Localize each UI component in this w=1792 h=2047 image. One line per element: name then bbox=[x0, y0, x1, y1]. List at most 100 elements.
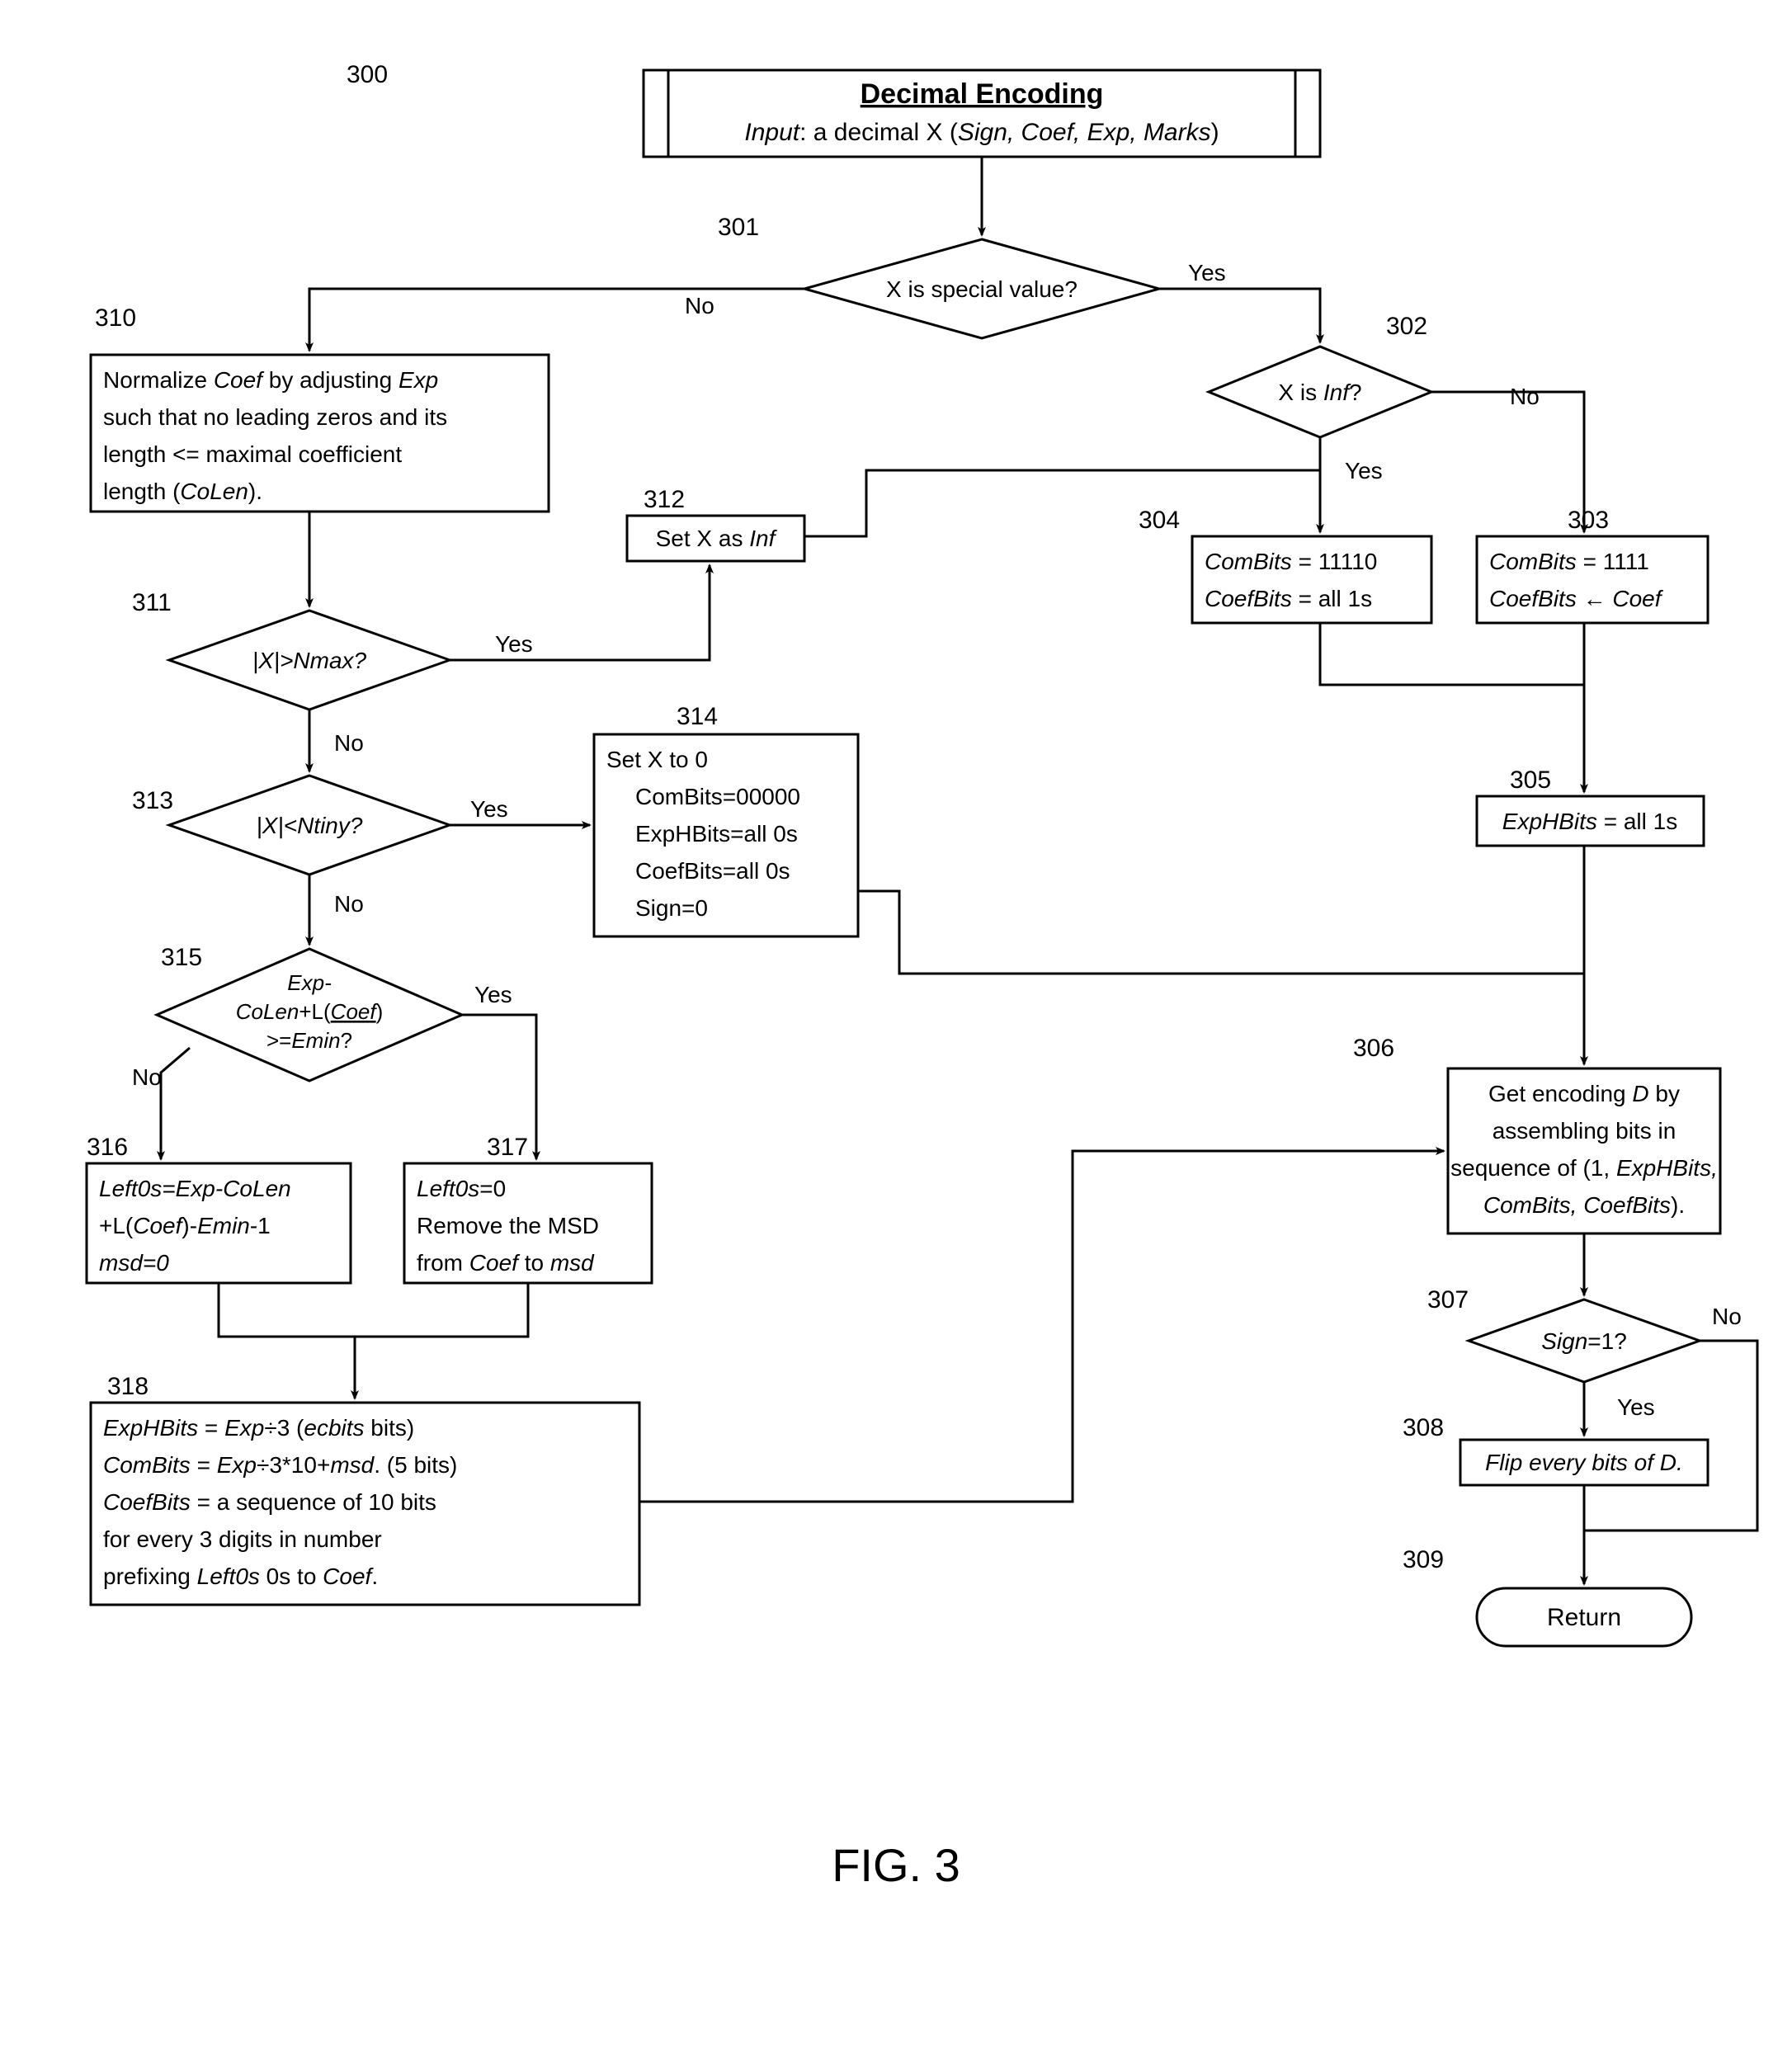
n317-l1: Left0s=0 bbox=[417, 1176, 506, 1201]
ref-314: 314 bbox=[677, 703, 718, 730]
ref-315: 315 bbox=[161, 944, 202, 971]
edge-315-316 bbox=[161, 1048, 190, 1159]
ref-312: 312 bbox=[644, 486, 685, 513]
n304-l1: ComBits = 11110 bbox=[1205, 549, 1377, 574]
lbl-302-yes: Yes bbox=[1345, 458, 1383, 483]
n300-input: Input: a decimal X (Sign, Coef, Exp, Mar… bbox=[744, 119, 1219, 146]
lbl-311-no: No bbox=[334, 730, 364, 756]
n316-l2: +L(Coef)-Emin-1 bbox=[99, 1213, 271, 1238]
n301-text: X is special value? bbox=[886, 276, 1078, 302]
flowchart-svg: Decimal Encoding Input: a decimal X (Sig… bbox=[0, 0, 1792, 2047]
ref-306: 306 bbox=[1353, 1035, 1394, 1062]
ref-304: 304 bbox=[1139, 507, 1180, 534]
node-301-decision: X is special value? bbox=[804, 239, 1159, 338]
n314-l2: ComBits=00000 bbox=[635, 784, 800, 809]
n315-l1: Exp- bbox=[287, 970, 332, 995]
edge-311-312 bbox=[450, 565, 710, 660]
n309-text: Return bbox=[1547, 1604, 1621, 1631]
ref-317: 317 bbox=[487, 1134, 528, 1161]
node-310-process: Normalize Coef by adjusting Exp such tha… bbox=[91, 355, 549, 512]
lbl-302-no: No bbox=[1510, 384, 1540, 409]
n300-title: Decimal Encoding bbox=[861, 78, 1104, 110]
node-315-decision: Exp- CoLen+L(Coef) >=Emin? bbox=[157, 949, 462, 1081]
ref-308: 308 bbox=[1403, 1414, 1444, 1441]
n307-text: Sign=1? bbox=[1541, 1328, 1627, 1354]
lbl-307-no: No bbox=[1712, 1304, 1742, 1329]
n310-l3: length <= maximal coefficient bbox=[103, 441, 402, 467]
lbl-301-no: No bbox=[685, 293, 714, 318]
n316-l1: Left0s=Exp-CoLen bbox=[99, 1176, 291, 1201]
n314-l4: CoefBits=all 0s bbox=[635, 858, 790, 884]
node-300-title: Decimal Encoding Input: a decimal X (Sig… bbox=[644, 70, 1320, 157]
n318-l1: ExpHBits = Exp÷3 (ecbits bits) bbox=[103, 1415, 414, 1441]
n302-text: X is Inf? bbox=[1278, 380, 1361, 405]
n315-l3: >=Emin? bbox=[266, 1028, 352, 1053]
node-308-process: Flip every bits of D. bbox=[1460, 1440, 1708, 1485]
ref-301: 301 bbox=[718, 214, 759, 241]
ref-305: 305 bbox=[1510, 766, 1551, 794]
ref-300: 300 bbox=[347, 61, 388, 88]
lbl-315-no: No bbox=[132, 1064, 162, 1090]
n303-l2: CoefBits ← Coef bbox=[1489, 586, 1664, 611]
n310-l1: Normalize Coef by adjusting Exp bbox=[103, 367, 438, 393]
ref-313: 313 bbox=[132, 787, 173, 814]
lbl-313-yes: Yes bbox=[470, 796, 508, 822]
ref-310: 310 bbox=[95, 304, 136, 332]
n306-l3: sequence of (1, ExpHBits, bbox=[1450, 1155, 1718, 1181]
n314-l1: Set X to 0 bbox=[606, 747, 708, 772]
node-306-process: Get encoding D by assembling bits in seq… bbox=[1448, 1068, 1720, 1233]
n317-l2: Remove the MSD bbox=[417, 1213, 599, 1238]
n308-text: Flip every bits of D. bbox=[1485, 1450, 1683, 1475]
node-312-process: Set X as Inf bbox=[627, 516, 804, 561]
node-309-terminator: Return bbox=[1477, 1588, 1691, 1646]
node-304-process: ComBits = 11110 CoefBits = all 1s bbox=[1192, 536, 1431, 623]
n318-l4: for every 3 digits in number bbox=[103, 1526, 382, 1552]
edge-301-302 bbox=[1159, 289, 1320, 342]
n314-l3: ExpHBits=all 0s bbox=[635, 821, 798, 847]
ref-303: 303 bbox=[1568, 507, 1609, 534]
edge-316-join bbox=[219, 1283, 355, 1337]
n313-text: |X|<Ntiny? bbox=[257, 813, 363, 838]
n314-l5: Sign=0 bbox=[635, 895, 708, 921]
node-305-process: ExpHBits = all 1s bbox=[1477, 796, 1704, 846]
edge-314-306 bbox=[858, 891, 1584, 974]
edge-318-306 bbox=[639, 1151, 1444, 1502]
ref-309: 309 bbox=[1403, 1546, 1444, 1573]
edge-301-310 bbox=[309, 289, 804, 351]
node-307-decision: Sign=1? bbox=[1469, 1299, 1700, 1382]
n318-l3: CoefBits = a sequence of 10 bits bbox=[103, 1489, 436, 1515]
n306-l2: assembling bits in bbox=[1493, 1118, 1676, 1144]
n305-text: ExpHBits = all 1s bbox=[1502, 809, 1677, 834]
n310-l4: length (CoLen). bbox=[103, 479, 262, 504]
lbl-313-no: No bbox=[334, 891, 364, 917]
ref-318: 318 bbox=[107, 1373, 149, 1400]
lbl-307-yes: Yes bbox=[1617, 1394, 1655, 1420]
node-316-process: Left0s=Exp-CoLen +L(Coef)-Emin-1 msd=0 bbox=[87, 1163, 351, 1283]
ref-316: 316 bbox=[87, 1134, 128, 1161]
n304-l2: CoefBits = all 1s bbox=[1205, 586, 1372, 611]
n318-l5: prefixing Left0s 0s to Coef. bbox=[103, 1564, 378, 1589]
lbl-311-yes: Yes bbox=[495, 631, 533, 657]
node-302-decision: X is Inf? bbox=[1209, 347, 1431, 437]
node-303-process: ComBits = 1111 CoefBits ← Coef bbox=[1477, 536, 1708, 623]
n316-l3: msd=0 bbox=[99, 1250, 169, 1276]
node-314-process: Set X to 0 ComBits=00000 ExpHBits=all 0s… bbox=[594, 734, 858, 936]
edge-304-join bbox=[1320, 623, 1584, 685]
n306-l1: Get encoding D by bbox=[1488, 1081, 1680, 1106]
n312-text: Set X as Inf bbox=[656, 526, 778, 551]
ref-307: 307 bbox=[1427, 1286, 1469, 1314]
n315-l2: CoLen+L(Coef) bbox=[236, 999, 384, 1024]
edge-317-318 bbox=[355, 1283, 528, 1398]
lbl-301-yes: Yes bbox=[1188, 260, 1226, 285]
n317-l3: from Coef to msd bbox=[417, 1250, 595, 1276]
node-311-decision: |X|>Nmax? bbox=[169, 611, 450, 710]
ref-302: 302 bbox=[1386, 313, 1427, 340]
lbl-315-yes: Yes bbox=[474, 982, 512, 1007]
node-313-decision: |X|<Ntiny? bbox=[169, 776, 450, 875]
n318-l2: ComBits = Exp÷3*10+msd. (5 bits) bbox=[103, 1452, 457, 1478]
figure-caption: FIG. 3 bbox=[832, 1839, 960, 1891]
n306-l4: ComBits, CoefBits). bbox=[1483, 1192, 1685, 1218]
node-318-process: ExpHBits = Exp÷3 (ecbits bits) ComBits =… bbox=[91, 1403, 639, 1605]
edge-312-304 bbox=[804, 470, 1320, 536]
edge-302-303 bbox=[1431, 392, 1584, 532]
